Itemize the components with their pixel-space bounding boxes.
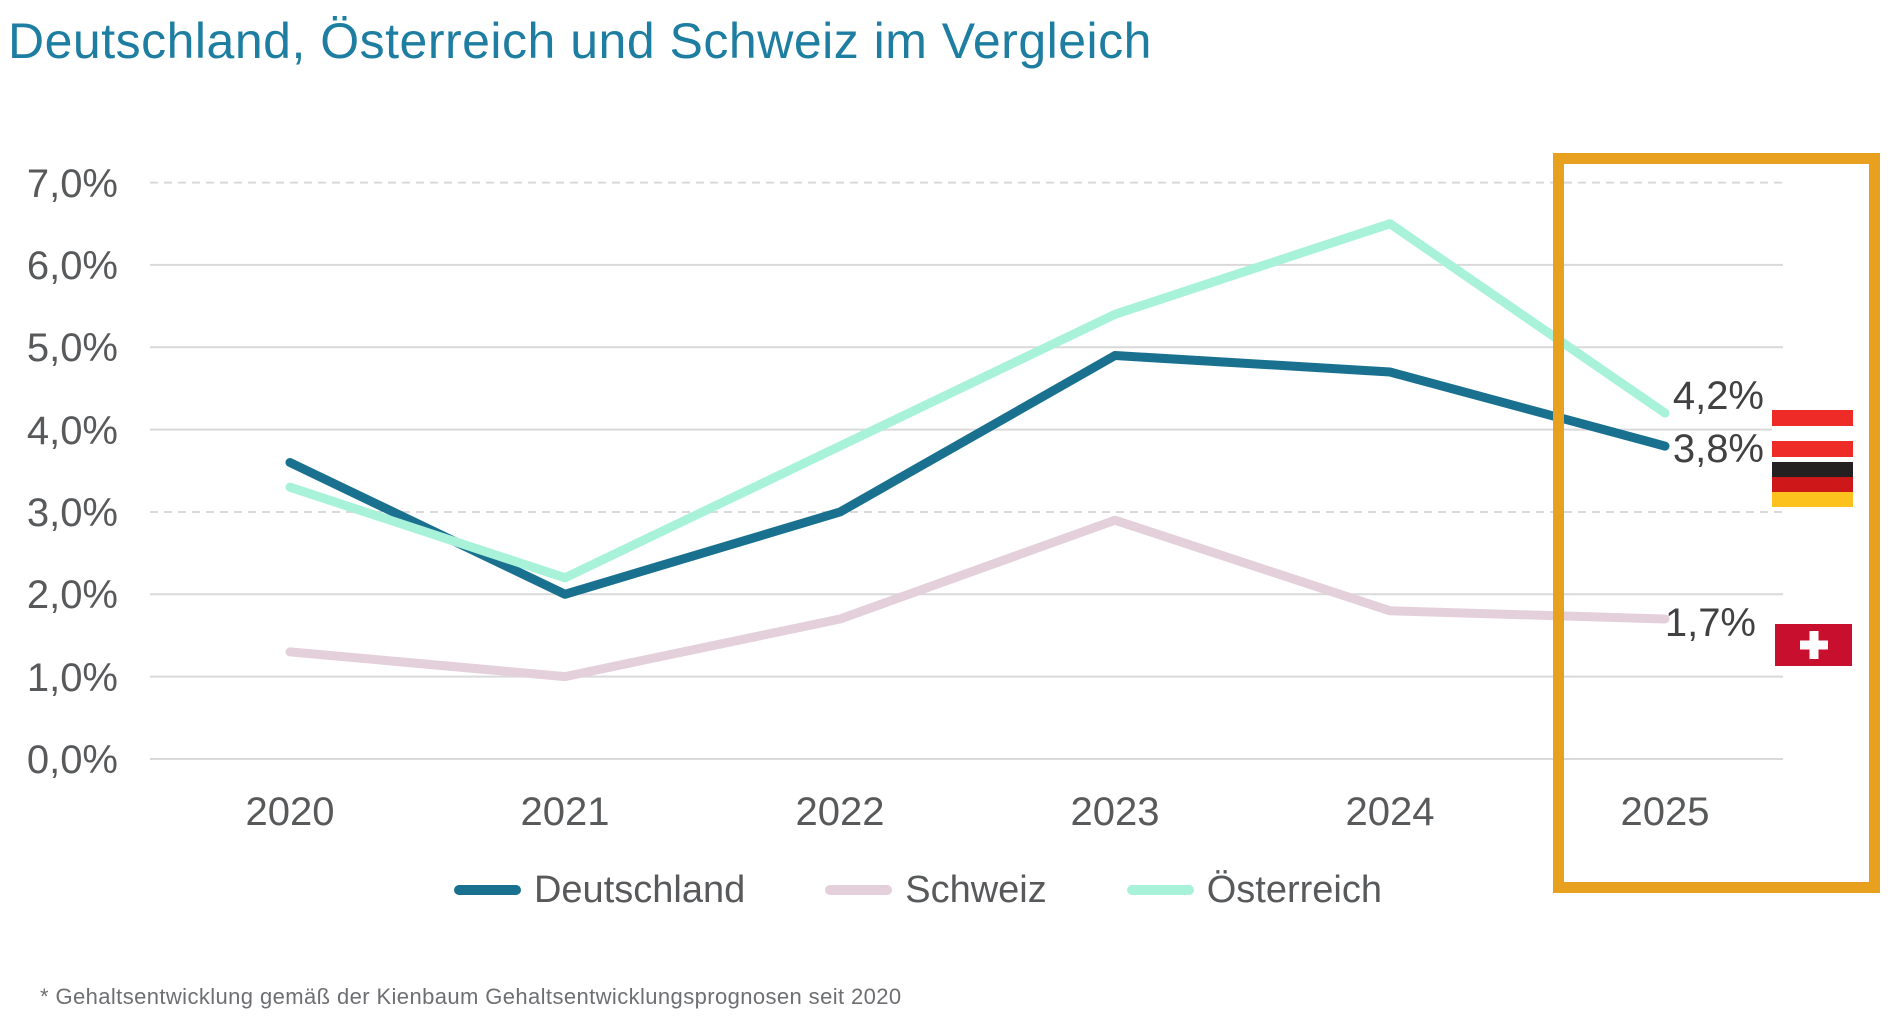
chart-title: Deutschland, Österreich und Schweiz im V…	[8, 13, 1152, 69]
chart-legend: Deutschland Schweiz Österreich	[0, 866, 1836, 914]
legend-label: Österreich	[1206, 868, 1383, 911]
swiss-cross	[1799, 640, 1828, 650]
legend-label: Schweiz	[905, 868, 1047, 911]
austria-flag-stripe	[1772, 425, 1853, 442]
austria-flag-stripe	[1772, 441, 1853, 458]
y-axis-tick-label: 6,0%	[26, 243, 118, 288]
germany-flag-stripe	[1772, 477, 1853, 492]
y-axis-tick-label: 1,0%	[26, 655, 118, 700]
legend-swatch	[1126, 885, 1194, 895]
austria-flag-icon	[1772, 410, 1853, 458]
x-axis-tick-label: 2023	[1070, 790, 1160, 834]
footnote: * Gehaltsentwicklung gemäß der Kienbaum …	[40, 984, 902, 1009]
x-axis-tick-label: 2024	[1345, 790, 1435, 834]
y-axis-tick-label: 2,0%	[26, 573, 118, 618]
legend-swatch	[825, 885, 893, 895]
highlight-box-2025	[1553, 153, 1880, 893]
legend-item-deutschland: Deutschland	[453, 868, 746, 912]
switzerland-flag-icon	[1775, 624, 1852, 666]
germany-flag-stripe	[1772, 492, 1853, 507]
y-axis-tick-label: 4,0%	[26, 408, 118, 453]
x-axis-tick-label: 2025	[1620, 790, 1710, 834]
x-axis-tick-label: 2020	[245, 790, 335, 834]
y-axis-tick-label: 5,0%	[26, 326, 118, 371]
series-line-deutschland	[285, 351, 1670, 599]
y-axis-tick-label: 7,0%	[26, 161, 118, 206]
germany-flag-icon	[1772, 462, 1853, 507]
x-axis-tick-label: 2021	[520, 790, 610, 834]
y-axis-tick-label: 0,0%	[26, 738, 118, 782]
annotation-schweiz-value: 1,7%	[1664, 601, 1756, 645]
legend-swatch	[453, 885, 521, 895]
germany-flag-stripe	[1772, 462, 1853, 477]
annotation-oesterreich-value: 4,2%	[1672, 374, 1764, 418]
legend-item-schweiz: Schweiz	[825, 869, 1047, 912]
y-axis-tick-label: 3,0%	[26, 490, 118, 535]
series-line-schweiz	[285, 515, 1670, 682]
annotation-deutschland-value: 3,8%	[1672, 427, 1764, 471]
austria-flag-stripe	[1772, 410, 1853, 426]
series-line-österreich	[285, 219, 1670, 583]
x-axis-tick-label: 2022	[795, 790, 885, 834]
legend-item-österreich: Österreich	[1126, 868, 1383, 912]
legend-label: Deutschland	[533, 868, 746, 911]
